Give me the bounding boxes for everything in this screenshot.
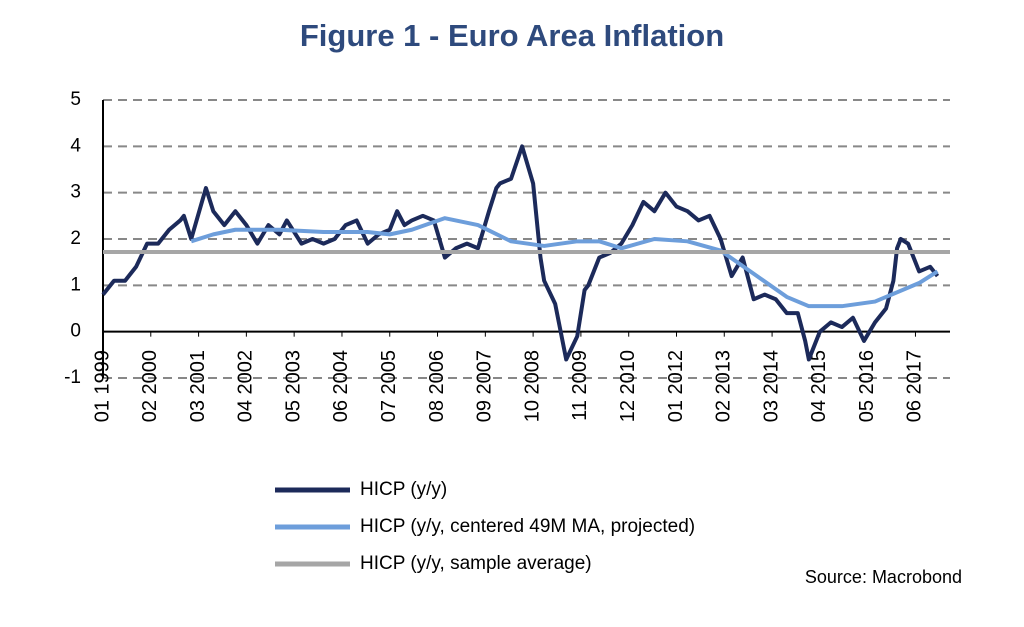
line-series	[101, 144, 940, 362]
x-tick-label: 06 2017	[904, 350, 926, 422]
x-tick-label: 12 2010	[617, 350, 639, 422]
x-tick-label: 10 2008	[521, 350, 543, 422]
legend-label: HICP (y/y, centered 49M MA, projected)	[360, 516, 695, 537]
legend-label: HICP (y/y, sample average)	[360, 553, 592, 574]
x-tick-label: 01 1999	[91, 350, 113, 422]
x-tick-label: 09 2007	[474, 350, 496, 422]
chart-title: Figure 1 - Euro Area Inflation	[300, 18, 724, 53]
y-tick-label: -1	[64, 367, 81, 388]
x-tick-label: 04 2015	[808, 350, 830, 422]
x-tick-label: 06 2004	[330, 350, 352, 422]
x-tick-label: 08 2006	[426, 350, 448, 422]
x-tick-label: 04 2002	[235, 350, 257, 422]
x-tick-label: 03 2001	[187, 350, 209, 422]
line-series	[190, 216, 939, 309]
y-tick-label: 0	[70, 321, 81, 342]
x-tick-label: 11 2009	[569, 350, 591, 421]
x-tick-label: 07 2005	[378, 350, 400, 422]
x-tick-label: 02 2000	[139, 350, 161, 422]
x-tick-label: 05 2003	[282, 350, 304, 422]
y-tick-label: 3	[70, 182, 81, 203]
source-note: Source: Macrobond	[805, 567, 962, 587]
legend-label: HICP (y/y)	[360, 479, 447, 500]
x-tick-label: 03 2014	[760, 350, 782, 422]
x-tick-label: 05 2016	[856, 350, 878, 422]
y-tick-label: 5	[70, 89, 81, 110]
x-tick-label: 02 2013	[713, 350, 735, 422]
y-tick-label: 1	[70, 274, 81, 295]
y-tick-label: 4	[70, 135, 81, 156]
y-tick-label: 2	[70, 228, 81, 249]
x-tick-label: 01 2012	[665, 350, 687, 422]
